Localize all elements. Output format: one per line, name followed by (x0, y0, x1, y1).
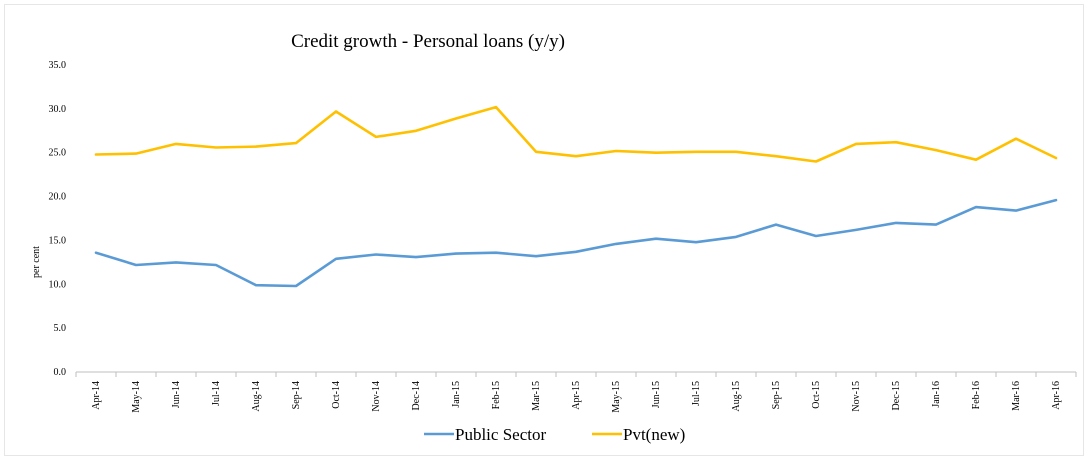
x-tick-label: Apr-16 (1051, 381, 1062, 410)
y-tick-label: 35.0 (49, 60, 67, 71)
y-tick-label: 10.0 (49, 279, 67, 290)
x-tick-label: Dec-15 (891, 381, 902, 410)
y-tick-label: 20.0 (49, 192, 67, 203)
x-tick-label: Oct-15 (811, 381, 822, 409)
x-tick-label: Mar-15 (531, 381, 542, 411)
y-axis-ticks: 0.0 5.0 10.0 15.0 20.0 25.0 30.0 35.0 (49, 60, 67, 378)
x-axis-ticks: Apr-14 May-14 Jun-14 Jul-14 Aug-14 Sep-14 Oct-… (75, 372, 1077, 413)
legend: Public Sector Pvt(new) (424, 425, 685, 444)
x-tick-label: Jan-15 (451, 381, 462, 408)
series-line-pvt-new (94, 105, 1058, 163)
x-tick-label: Feb-16 (971, 381, 982, 409)
legend-label: Pvt(new) (623, 425, 685, 444)
y-tick-label: 25.0 (49, 148, 67, 159)
y-tick-label: 0.0 (54, 367, 67, 378)
y-tick-label: 30.0 (49, 104, 67, 115)
x-tick-label: Apr-14 (91, 381, 102, 410)
chart-frame (4, 4, 1084, 456)
x-tick-label: Sep-14 (291, 381, 302, 409)
x-tick-label: Sep-15 (771, 381, 782, 409)
y-axis-label: per cent (31, 246, 42, 278)
series-layer (94, 105, 1058, 288)
x-tick-label: Oct-14 (331, 381, 342, 409)
x-tick-label: Feb-15 (491, 381, 502, 409)
legend-label: Public Sector (455, 425, 546, 444)
series-line-public-sector (94, 198, 1058, 288)
y-tick-label: 15.0 (49, 235, 67, 246)
x-tick-label: Jun-15 (651, 381, 662, 408)
x-tick-label: Jun-14 (171, 381, 182, 408)
x-tick-label: Jan-16 (931, 381, 942, 408)
x-tick-label: Aug-14 (251, 381, 262, 412)
x-tick-label: Mar-16 (1011, 381, 1022, 411)
x-tick-label: May-15 (611, 381, 622, 413)
x-tick-label: Jul-15 (691, 381, 702, 406)
x-tick-label: Aug-15 (731, 381, 742, 412)
x-tick-label: Dec-14 (411, 381, 422, 410)
chart-title: Credit growth - Personal loans (y/y) (291, 31, 565, 52)
x-tick-label: Nov-15 (851, 381, 862, 412)
x-tick-label: May-14 (131, 381, 142, 413)
x-tick-label: Jul-14 (211, 381, 222, 406)
x-tick-label: Nov-14 (371, 381, 382, 412)
y-tick-label: 5.0 (54, 323, 67, 334)
x-tick-label: Apr-15 (571, 381, 582, 410)
